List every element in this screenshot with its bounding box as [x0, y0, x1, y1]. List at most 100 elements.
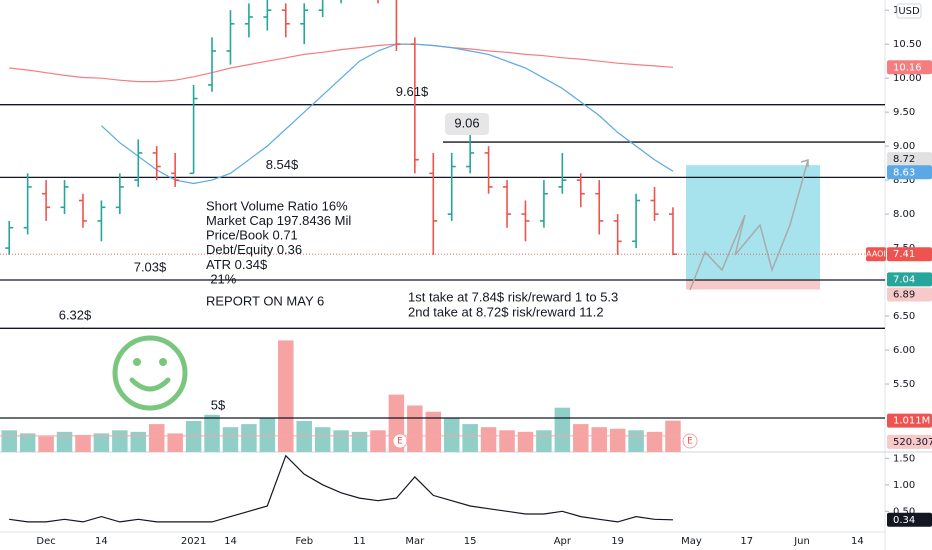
volume-bar [517, 431, 534, 452]
currency: USD [898, 6, 920, 17]
last-price-badge-label: 7.41 [893, 249, 915, 260]
y-tick-label: 6.00 [893, 345, 915, 356]
x-tick-label: Mar [405, 536, 425, 547]
volume-bar [148, 424, 165, 452]
last-price-badge [887, 247, 932, 262]
volume-badge-label: 1.011M [893, 416, 930, 427]
smiley-mouth [129, 377, 171, 392]
volume-average-badge-label: 520.307K [893, 437, 932, 448]
stat-annotation: Market Cap 197.8436 Mil [206, 213, 351, 228]
ma-badge [887, 60, 932, 75]
volume-bar [370, 430, 386, 452]
indicator-badge [887, 512, 932, 527]
volume-bar [278, 340, 294, 452]
x-tick-label: 14 [224, 536, 237, 547]
volume-bar [222, 427, 239, 452]
volume-bar [185, 421, 202, 452]
earnings-marker [682, 433, 698, 449]
stop-badge [887, 287, 932, 302]
volume-bar [499, 430, 515, 452]
volume-bar [407, 405, 423, 452]
x-tick-label: May [681, 536, 702, 547]
volume-bar [314, 427, 331, 452]
volume-bar [591, 427, 607, 452]
x-tick-label: Feb [295, 536, 313, 547]
smiley-eye [159, 358, 167, 366]
volume-bar [443, 417, 460, 452]
stat-annotation: Short Volume Ratio 16% [206, 198, 348, 213]
level-label: 6.32$ [59, 308, 92, 323]
y-tick-label: 9.00 [893, 141, 915, 152]
symbol-badge [866, 247, 886, 262]
x-tick-label: Apr [554, 536, 572, 547]
stat-annotation: ATR 0.34$ [206, 257, 268, 272]
y-tick-label: 6.50 [893, 311, 915, 322]
level-label: 5$ [211, 397, 226, 412]
stop-zone [686, 279, 820, 290]
y-tick-label: 8.00 [893, 209, 915, 220]
volume-bar [1, 430, 17, 452]
volume-bar [93, 433, 110, 452]
stat-annotation: Price/Book 0.71 [206, 228, 298, 243]
stat-annotation: Debt/Equity 0.36 [206, 242, 302, 257]
ma-badge-label: 10.16 [893, 62, 922, 73]
y-tick-label: 8.50 [893, 175, 915, 186]
volume-bar [425, 411, 442, 452]
volume-bar [480, 427, 497, 452]
y-tick-label: 9.50 [893, 107, 915, 118]
x-tick-label: Jun [793, 536, 810, 547]
x-tick-label: 17 [740, 536, 753, 547]
level-label: 9.06 [454, 115, 479, 130]
ma-badge [887, 165, 932, 180]
volume-bar [554, 407, 571, 452]
entry-badge-label: 7.04 [893, 274, 915, 285]
level-label: 9.61$ [396, 84, 429, 99]
projection-arrow [800, 159, 809, 167]
smiley [112, 335, 188, 411]
take-annotation: 1st take at 7.84$ risk/reward 1 to 5.3 [408, 289, 618, 304]
earnings-marker [392, 433, 408, 449]
volume-bar [19, 433, 36, 452]
volume-bar [333, 430, 349, 452]
moving-average [100, 43, 674, 185]
volume-bar [130, 431, 147, 452]
volume-average-badge [887, 434, 932, 449]
x-tick-label: 15 [464, 536, 477, 547]
y-tick-label: 5.50 [893, 379, 915, 390]
entry-badge [887, 272, 932, 287]
indicator-line [9, 454, 674, 523]
moving-average [9, 43, 674, 83]
volume-bar [167, 433, 183, 452]
x-tick-label: 14 [851, 536, 864, 547]
volume-bar [628, 430, 644, 452]
target-badge-label: 8.72 [893, 154, 915, 165]
x-tick-label: 14 [95, 536, 108, 547]
price-clip [0, 0, 885, 452]
earnings-marker-label: E [397, 437, 403, 447]
stop-badge-label: 6.89 [893, 290, 915, 301]
volume-bar [462, 424, 478, 452]
volume-bar [75, 434, 91, 452]
indicator-badge-label: 0.34 [893, 515, 915, 526]
volume-bar [536, 430, 552, 452]
level-label: 8.54$ [266, 157, 299, 172]
volume-bar [38, 436, 54, 452]
volume-bar [646, 431, 663, 452]
ma-badge-label: 8.63 [893, 167, 915, 178]
target-zone [686, 165, 820, 280]
x-tick-label: 19 [611, 536, 624, 547]
volume-bar [112, 430, 128, 452]
target-badge [887, 152, 932, 167]
volume-bar [259, 417, 276, 452]
earnings-marker-label: E [687, 437, 693, 447]
volume-bar [241, 424, 257, 452]
projection-path [689, 159, 809, 291]
volume-bar [573, 424, 589, 452]
x-tick-label: 11 [353, 536, 366, 547]
level-label: 7.03$ [134, 259, 167, 274]
symbol-label: AAOI [866, 250, 886, 259]
volume-badge [887, 413, 932, 428]
report-annotation: REPORT ON MAY 6 [206, 293, 324, 308]
